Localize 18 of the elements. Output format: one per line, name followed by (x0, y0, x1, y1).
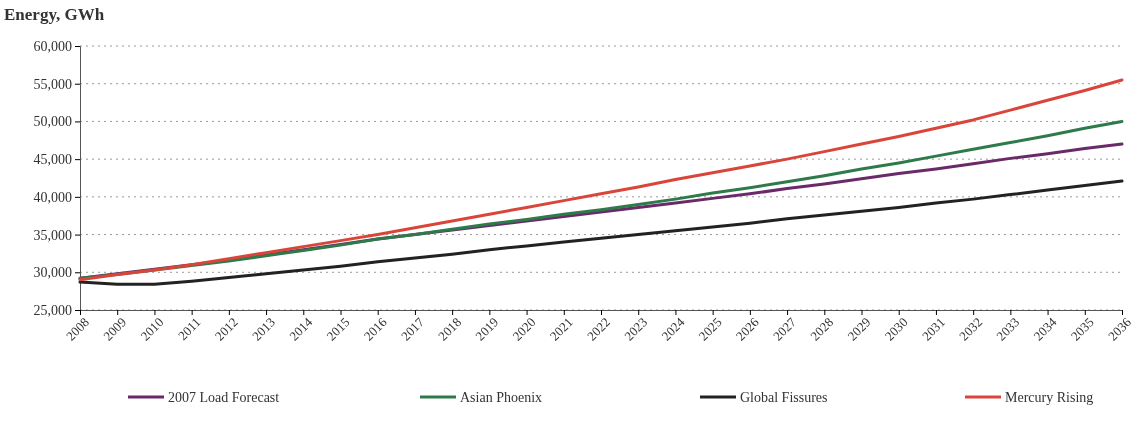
y-tick-label: 50,000 (33, 114, 72, 130)
x-tick-label: 2011 (174, 314, 204, 344)
x-tick-label: 2021 (546, 314, 576, 344)
y-tick-label: 35,000 (33, 227, 72, 243)
legend-label: 2007 Load Forecast (168, 390, 280, 405)
y-tick-label: 45,000 (33, 152, 72, 168)
y-tick-label: 30,000 (33, 265, 72, 281)
legend-label: Asian Phoenix (460, 390, 543, 405)
y-axis-title: Energy, GWh (4, 5, 105, 24)
y-tick-label: 60,000 (33, 38, 72, 54)
legend-label: Global Fissures (740, 390, 828, 405)
y-tick-label: 25,000 (33, 302, 72, 318)
x-tick-label: 2031 (918, 314, 948, 344)
line-series (78, 179, 1124, 286)
y-tick-label: 40,000 (33, 189, 72, 205)
legend-label: Mercury Rising (1005, 390, 1094, 405)
line-series (78, 78, 1124, 282)
y-tick-label: 55,000 (33, 76, 72, 92)
